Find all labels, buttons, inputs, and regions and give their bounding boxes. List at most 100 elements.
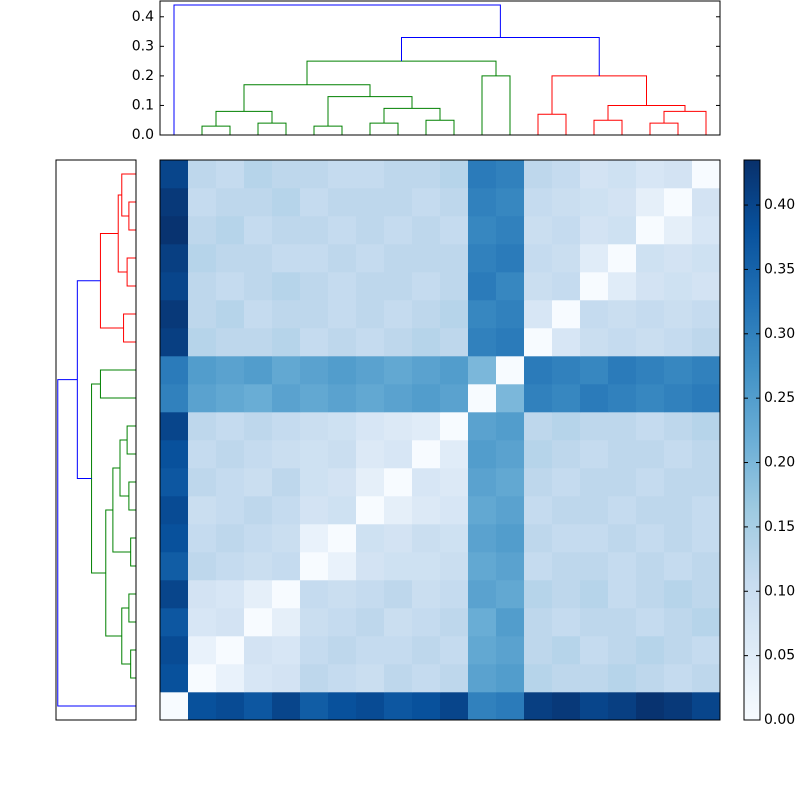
heatmap-cell — [216, 496, 245, 525]
heatmap-cell — [328, 580, 357, 609]
heatmap-cell — [356, 580, 385, 609]
heatmap-cell — [216, 300, 245, 329]
heatmap-cell — [636, 636, 665, 665]
dendrogram-link — [91, 383, 106, 574]
heatmap-cell — [692, 692, 721, 721]
heatmap-cell — [188, 328, 217, 357]
heatmap-cell — [272, 692, 301, 721]
dendrogram-link — [537, 113, 567, 135]
heatmap-cell — [524, 244, 553, 273]
heatmap-cell — [496, 552, 525, 581]
heatmap-cell — [244, 244, 273, 273]
heatmap-cell — [412, 384, 441, 413]
dendrogram-link — [76, 280, 101, 479]
left-dendrogram — [57, 173, 136, 707]
colorbar-tick-label: 0.25 — [764, 390, 795, 406]
y-tick-label: 0.3 — [132, 38, 154, 54]
heatmap-cell — [580, 244, 609, 273]
heatmap-cell — [496, 160, 525, 189]
dendrogram-link — [117, 194, 128, 273]
heatmap-cell — [272, 608, 301, 637]
heatmap-cell — [160, 636, 189, 665]
heatmap-cell — [188, 524, 217, 553]
heatmap-cell — [580, 412, 609, 441]
heatmap-cell — [692, 216, 721, 245]
heatmap-cell — [496, 188, 525, 217]
y-tick-label: 0.1 — [132, 97, 154, 113]
heatmap-cell — [524, 440, 553, 469]
heatmap-cell — [356, 300, 385, 329]
heatmap-cell — [384, 160, 413, 189]
heatmap-cell — [468, 160, 497, 189]
dendrogram-link — [130, 649, 136, 679]
heatmap-cell — [496, 272, 525, 301]
heatmap-cell — [216, 468, 245, 497]
heatmap-cell — [468, 412, 497, 441]
heatmap-cell — [216, 552, 245, 581]
heatmap-cell — [272, 356, 301, 385]
heatmap — [160, 160, 721, 721]
dendrogram-link — [123, 313, 136, 343]
heatmap-cell — [608, 272, 637, 301]
heatmap-cell — [692, 468, 721, 497]
heatmap-cell — [188, 580, 217, 609]
heatmap-cell — [244, 384, 273, 413]
heatmap-cell — [328, 272, 357, 301]
heatmap-cell — [356, 636, 385, 665]
heatmap-cell — [552, 244, 581, 273]
heatmap-cell — [188, 496, 217, 525]
heatmap-cell — [300, 608, 329, 637]
heatmap-cell — [160, 300, 189, 329]
heatmap-cell — [412, 412, 441, 441]
heatmap-cell — [692, 580, 721, 609]
heatmap-cell — [608, 356, 637, 385]
heatmap-cell — [272, 552, 301, 581]
heatmap-cell — [580, 580, 609, 609]
heatmap-cell — [468, 636, 497, 665]
heatmap-cell — [440, 496, 469, 525]
heatmap-cell — [496, 580, 525, 609]
heatmap-cell — [636, 272, 665, 301]
heatmap-cell — [244, 356, 273, 385]
dendrogram-link — [313, 125, 343, 135]
heatmap-cell — [188, 692, 217, 721]
heatmap-cell — [328, 692, 357, 721]
heatmap-cell — [496, 468, 525, 497]
heatmap-cell — [608, 608, 637, 637]
heatmap-cell — [524, 216, 553, 245]
heatmap-cell — [272, 300, 301, 329]
heatmap-cell — [384, 608, 413, 637]
heatmap-cell — [524, 636, 553, 665]
dendrogram-link — [593, 119, 623, 135]
heatmap-cell — [468, 608, 497, 637]
heatmap-cell — [524, 692, 553, 721]
heatmap-cell — [300, 468, 329, 497]
heatmap-cell — [496, 608, 525, 637]
heatmap-cell — [440, 636, 469, 665]
heatmap-cell — [188, 300, 217, 329]
heatmap-cell — [608, 244, 637, 273]
heatmap-cell — [468, 328, 497, 357]
heatmap-cell — [580, 160, 609, 189]
heatmap-cell — [160, 608, 189, 637]
heatmap-cell — [216, 636, 245, 665]
heatmap-cell — [580, 636, 609, 665]
heatmap-cell — [300, 524, 329, 553]
heatmap-cell — [384, 356, 413, 385]
heatmap-cell — [356, 356, 385, 385]
heatmap-cell — [608, 496, 637, 525]
heatmap-cell — [552, 188, 581, 217]
heatmap-cell — [692, 412, 721, 441]
heatmap-cell — [664, 468, 693, 497]
heatmap-cell — [244, 440, 273, 469]
heatmap-cell — [496, 636, 525, 665]
heatmap-cell — [524, 664, 553, 693]
heatmap-cell — [300, 496, 329, 525]
heatmap-cell — [692, 384, 721, 413]
heatmap-cell — [300, 160, 329, 189]
heatmap-cell — [328, 524, 357, 553]
colorbar-frame — [743, 159, 761, 721]
heatmap-cell — [300, 356, 329, 385]
heatmap-cell — [244, 524, 273, 553]
